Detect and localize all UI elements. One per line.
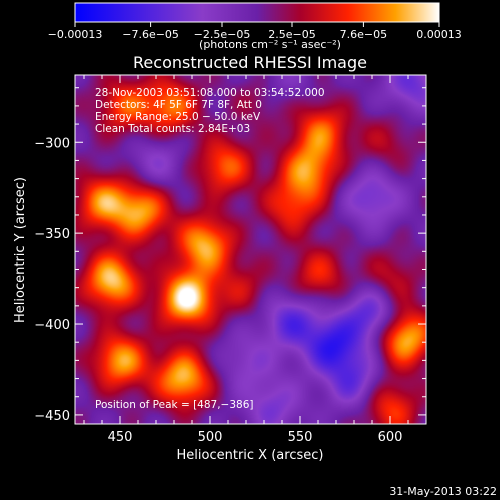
colorbar-ticks <box>74 22 440 27</box>
y-axis-label: Heliocentric Y (arcsec) <box>13 177 28 323</box>
y-tick-label: −450 <box>34 409 70 424</box>
y-tick-label: −400 <box>34 318 70 333</box>
info-line-2: Detectors: 4F 5F 6F 7F 8F, Att 0 <box>95 99 262 111</box>
info-line-1: 28-Nov-2003 03:51:08.000 to 03:54:52.000 <box>95 87 325 99</box>
info-line-4: Clean Total counts: 2.84E+03 <box>95 123 250 135</box>
x-axis-label: Heliocentric X (arcsec) <box>177 448 324 463</box>
colorbar-tick-label: 7.6e−05 <box>340 28 387 41</box>
y-tick-label: −300 <box>34 136 70 151</box>
colorbar-tick-label: −7.6e−05 <box>122 28 179 41</box>
x-tick-label: 600 <box>378 430 403 445</box>
chart-title: Reconstructed RHESSI Image <box>133 53 367 72</box>
colorbar-tick-label: −2.5e−05 <box>194 28 251 41</box>
plot-frame <box>74 74 427 425</box>
colorbar <box>74 2 440 23</box>
footer-date: 31-May-2013 03:22 <box>389 485 497 498</box>
y-axis: −300 −350 −400 −450 <box>34 87 426 424</box>
heatmap-image <box>75 75 426 424</box>
colorbar-unit-label: (photons cm⁻² s⁻¹ asec⁻²) <box>199 38 341 51</box>
x-axis: 450 500 550 600 <box>83 75 427 445</box>
x-tick-label: 500 <box>198 430 223 445</box>
colorbar-tick-label: −0.00013 <box>48 28 103 41</box>
x-tick-label: 550 <box>288 430 313 445</box>
y-tick-label: −350 <box>34 227 70 242</box>
colorbar-tick-label: 0.00013 <box>416 28 462 41</box>
colorbar-tick-labels: −0.00013 −7.6e−05 −2.5e−05 2.5e−05 7.6e−05 0.… <box>48 28 462 41</box>
peak-position-label: Position of Peak = [487,−386] <box>95 399 254 411</box>
colorbar-tick-label: 2.5e−05 <box>268 28 315 41</box>
x-tick-label: 450 <box>108 430 133 445</box>
info-line-3: Energy Range: 25.0 − 50.0 keV <box>95 111 261 123</box>
